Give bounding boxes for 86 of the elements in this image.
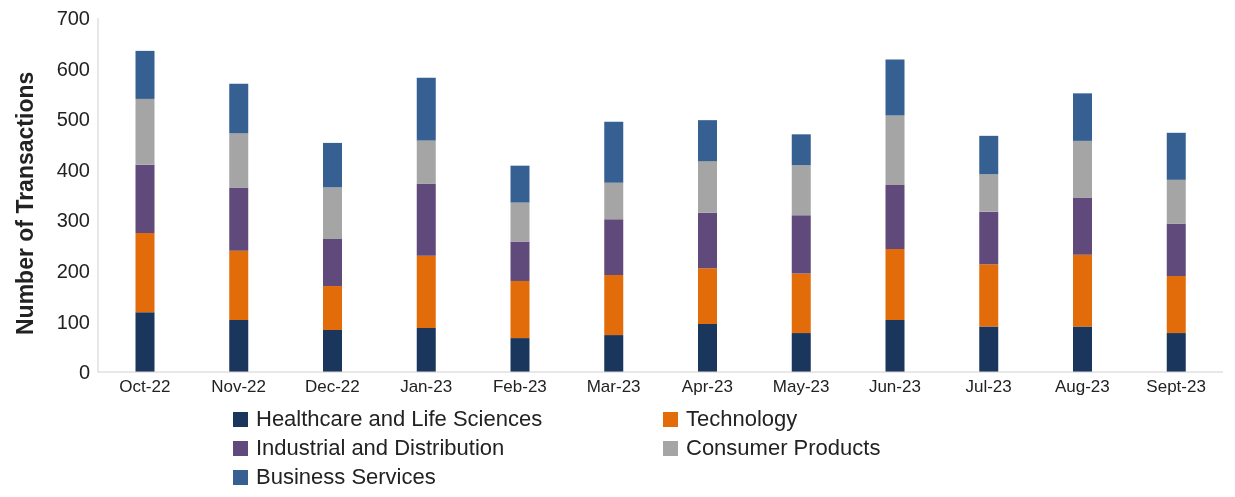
bar	[135, 98, 155, 165]
bar	[698, 161, 717, 213]
y-tick-label: 400	[56, 158, 90, 181]
bar	[1073, 197, 1092, 255]
bar	[135, 232, 155, 313]
bar	[979, 211, 999, 265]
x-tick-label: Apr-23	[681, 377, 733, 397]
bar	[416, 328, 436, 372]
bar	[791, 215, 811, 274]
legend-label: Consumer Products	[686, 435, 881, 461]
bar	[979, 135, 999, 175]
y-tick-label: 200	[56, 259, 90, 282]
bar	[510, 165, 530, 203]
bar	[323, 286, 342, 331]
bar	[604, 219, 624, 275]
bar	[791, 333, 811, 372]
bar	[791, 134, 811, 166]
bar	[416, 183, 436, 256]
bar	[791, 273, 811, 334]
bar	[885, 59, 905, 116]
x-tick-label: Jun-23	[868, 377, 921, 397]
x-tick-label: Oct-22	[119, 377, 171, 397]
y-tick-label: 0	[78, 361, 90, 384]
bar	[604, 121, 624, 183]
bar	[604, 274, 624, 336]
bar	[1073, 326, 1092, 372]
x-tick-label: Aug-23	[1054, 377, 1110, 397]
bar	[323, 187, 342, 239]
bar	[323, 330, 342, 372]
bar	[1166, 275, 1186, 334]
bar	[416, 255, 436, 328]
bar	[698, 268, 717, 324]
bar	[979, 326, 999, 372]
legend-label: Industrial and Distribution	[256, 435, 505, 461]
bar	[1073, 140, 1092, 198]
bar	[135, 312, 155, 372]
bar	[510, 280, 530, 339]
bar	[510, 338, 530, 372]
y-axis-title: Number of Transactions	[12, 71, 39, 335]
bar	[323, 239, 342, 287]
legend-label: Technology	[686, 406, 798, 432]
x-tick-label: Sept-23	[1146, 377, 1206, 397]
x-tick-label: Dec-22	[304, 377, 360, 397]
bar	[885, 115, 905, 185]
bar	[416, 140, 436, 184]
bar	[604, 335, 624, 372]
bar	[885, 249, 905, 320]
y-tick-label: 300	[56, 209, 90, 232]
y-tick-label: 100	[56, 310, 90, 333]
bar	[604, 182, 624, 220]
bar	[1166, 333, 1186, 372]
bar	[510, 202, 530, 242]
bar	[698, 120, 717, 162]
y-tick-label: 700	[56, 7, 90, 30]
bar	[229, 83, 249, 134]
bar	[885, 184, 905, 250]
bar	[416, 77, 436, 141]
bar	[1166, 179, 1186, 224]
x-tick-label: Nov-22	[211, 377, 267, 397]
bar	[1166, 223, 1186, 276]
bar	[1073, 254, 1092, 327]
bar	[1073, 93, 1092, 141]
x-tick-label: Mar-23	[586, 377, 641, 397]
bar	[323, 142, 342, 188]
legend-label: Business Services	[256, 464, 436, 490]
x-tick-label: Feb-23	[492, 377, 547, 397]
bar	[229, 319, 249, 372]
x-tick-label: Jan-23	[400, 377, 453, 397]
bar	[229, 133, 249, 188]
bar	[698, 212, 717, 269]
x-tick-label: May-23	[772, 377, 830, 397]
bar	[510, 241, 530, 281]
legend-label: Healthcare and Life Sciences	[256, 406, 543, 432]
bar	[885, 319, 905, 372]
bar	[1166, 132, 1186, 180]
y-tick-label: 500	[56, 108, 90, 131]
y-tick-label: 600	[56, 57, 90, 80]
bar	[229, 250, 249, 320]
bar	[979, 264, 999, 327]
bar	[229, 187, 249, 251]
bar	[791, 165, 811, 216]
x-tick-label: Jul-23	[965, 377, 1012, 397]
bar	[698, 323, 717, 372]
bar	[135, 164, 155, 233]
bar	[135, 50, 155, 99]
bar	[979, 174, 999, 212]
